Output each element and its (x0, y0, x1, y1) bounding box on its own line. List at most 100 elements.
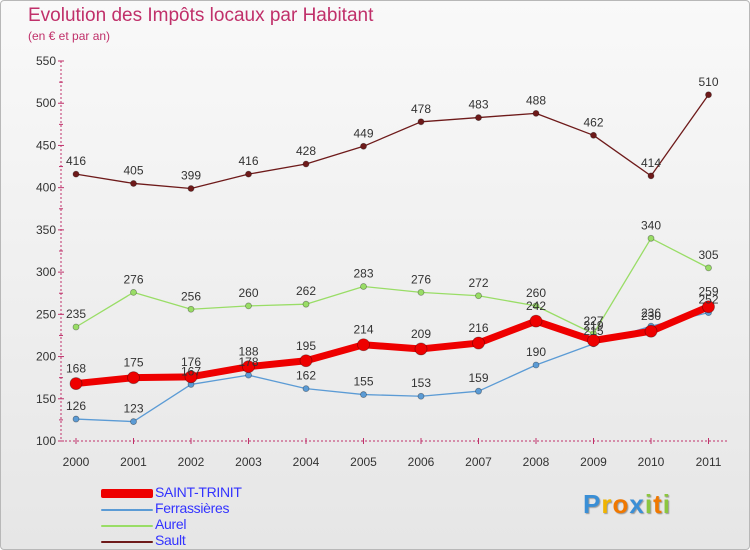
data-point-ferrassieres (475, 387, 482, 395)
legend-label-aurel: Aurel (155, 516, 187, 532)
data-label-ferrassieres: 178 (238, 355, 258, 369)
x-tick-label: 2010 (638, 455, 665, 469)
series-layer (69, 91, 715, 425)
data-point-ferrassieres (72, 415, 80, 423)
data-label-saint-trinit: 214 (353, 323, 373, 337)
data-point-saint-trinit (69, 377, 83, 390)
legend-swatch-aurel (101, 525, 153, 527)
data-point-saint-trinit (127, 371, 140, 385)
data-point-ferrassieres (130, 418, 137, 425)
y-tick-label: 100 (36, 434, 56, 448)
y-tick-label: 400 (36, 181, 56, 195)
x-tick-label: 2005 (350, 455, 377, 469)
data-label-aurel: 283 (353, 266, 373, 280)
data-point-aurel (245, 302, 252, 310)
data-point-saint-trinit (414, 342, 428, 356)
y-tick-label: 350 (36, 223, 56, 237)
data-point-saint-trinit (184, 370, 198, 384)
data-point-sault (72, 170, 80, 178)
data-point-aurel (130, 288, 137, 296)
chart-subtitle: (en € et par an) (28, 29, 111, 43)
data-label-sault: 414 (641, 156, 661, 170)
data-label-aurel: 340 (641, 218, 661, 232)
logo-letter: i (644, 489, 654, 519)
legend-swatch-sault (101, 541, 153, 543)
data-point-sault (130, 180, 137, 187)
data-point-saint-trinit (242, 360, 255, 374)
series-line-saint-trinit (72, 303, 712, 388)
data-label-sault: 449 (353, 126, 373, 140)
x-tick-label: 2011 (696, 455, 722, 469)
y-tick-label: 150 (36, 392, 56, 406)
data-label-sault: 478 (411, 102, 431, 116)
y-tick-label: 200 (36, 350, 56, 364)
data-point-sault (475, 114, 482, 121)
data-label-sault: 428 (296, 144, 316, 158)
data-label-sault: 483 (468, 98, 488, 112)
data-point-sault (647, 172, 655, 180)
data-point-aurel (705, 264, 712, 272)
data-label-sault: 510 (698, 75, 718, 89)
x-tick-label: 2009 (580, 455, 607, 469)
data-point-sault (417, 118, 425, 126)
legend-label-sault: Sault (155, 532, 186, 548)
data-label-ferrassieres: 153 (411, 376, 431, 390)
data-point-saint-trinit (587, 334, 600, 347)
x-tick-label: 2008 (523, 455, 550, 469)
data-point-sault (705, 91, 712, 99)
data-point-aurel (532, 302, 540, 310)
chart-title: Evolution des Impôts locaux par Habitant (28, 5, 374, 26)
data-point-aurel (302, 300, 310, 308)
data-point-sault (532, 109, 540, 117)
x-tick-label: 2001 (120, 455, 147, 469)
data-label-ferrassieres: 159 (468, 371, 488, 385)
logo-letter: i (662, 489, 671, 519)
y-tick-label: 500 (36, 96, 56, 110)
x-tick-label: 2002 (178, 455, 205, 469)
data-point-sault (187, 185, 195, 192)
data-label-aurel: 260 (526, 286, 546, 300)
data-point-ferrassieres (532, 361, 540, 369)
y-tick-label: 300 (36, 265, 56, 279)
legend-swatch-ferrassieres (101, 509, 153, 511)
y-tick-label: 450 (36, 138, 56, 152)
data-label-sault: 462 (583, 115, 603, 129)
x-tick-label: 2006 (408, 455, 435, 469)
data-label-saint-trinit: 219 (583, 319, 603, 333)
data-point-sault (302, 160, 310, 168)
data-label-ferrassieres: 236 (641, 306, 661, 320)
data-label-ferrassieres: 252 (698, 293, 718, 307)
data-label-aurel: 235 (66, 307, 86, 321)
x-tick-label: 2004 (293, 455, 320, 469)
data-label-ferrassieres: 167 (181, 364, 201, 378)
x-tick-label: 2000 (63, 455, 90, 469)
data-label-aurel: 256 (181, 289, 201, 303)
data-point-ferrassieres (417, 392, 425, 400)
legend-label-saint-trinit: SAINT-TRINIT (155, 484, 242, 500)
logo-letter: x (629, 489, 645, 519)
data-point-aurel (475, 292, 482, 300)
data-label-saint-trinit: 168 (66, 362, 86, 376)
logo-letter: t (653, 489, 663, 519)
data-point-aurel (360, 283, 367, 290)
data-point-aurel (417, 288, 425, 296)
data-label-ferrassieres: 190 (526, 345, 546, 359)
data-point-aurel (72, 323, 80, 331)
data-label-ferrassieres: 215 (583, 324, 603, 338)
data-label-saint-trinit: 195 (296, 339, 316, 353)
data-point-saint-trinit (529, 314, 543, 328)
y-tick-label: 250 (36, 307, 56, 321)
proxiti-logo: Proxiti (583, 489, 671, 520)
data-label-aurel: 262 (296, 284, 316, 298)
series-line-sault (75, 94, 710, 190)
data-point-saint-trinit (644, 324, 658, 338)
data-label-aurel: 276 (123, 272, 143, 286)
data-label-ferrassieres: 162 (296, 369, 316, 383)
data-point-ferrassieres (302, 385, 310, 393)
data-label-sault: 416 (66, 154, 86, 168)
data-label-aurel: 260 (238, 286, 258, 300)
data-label-sault: 405 (123, 163, 143, 177)
series-line-aurel (75, 237, 710, 335)
data-label-aurel: 276 (411, 272, 431, 286)
